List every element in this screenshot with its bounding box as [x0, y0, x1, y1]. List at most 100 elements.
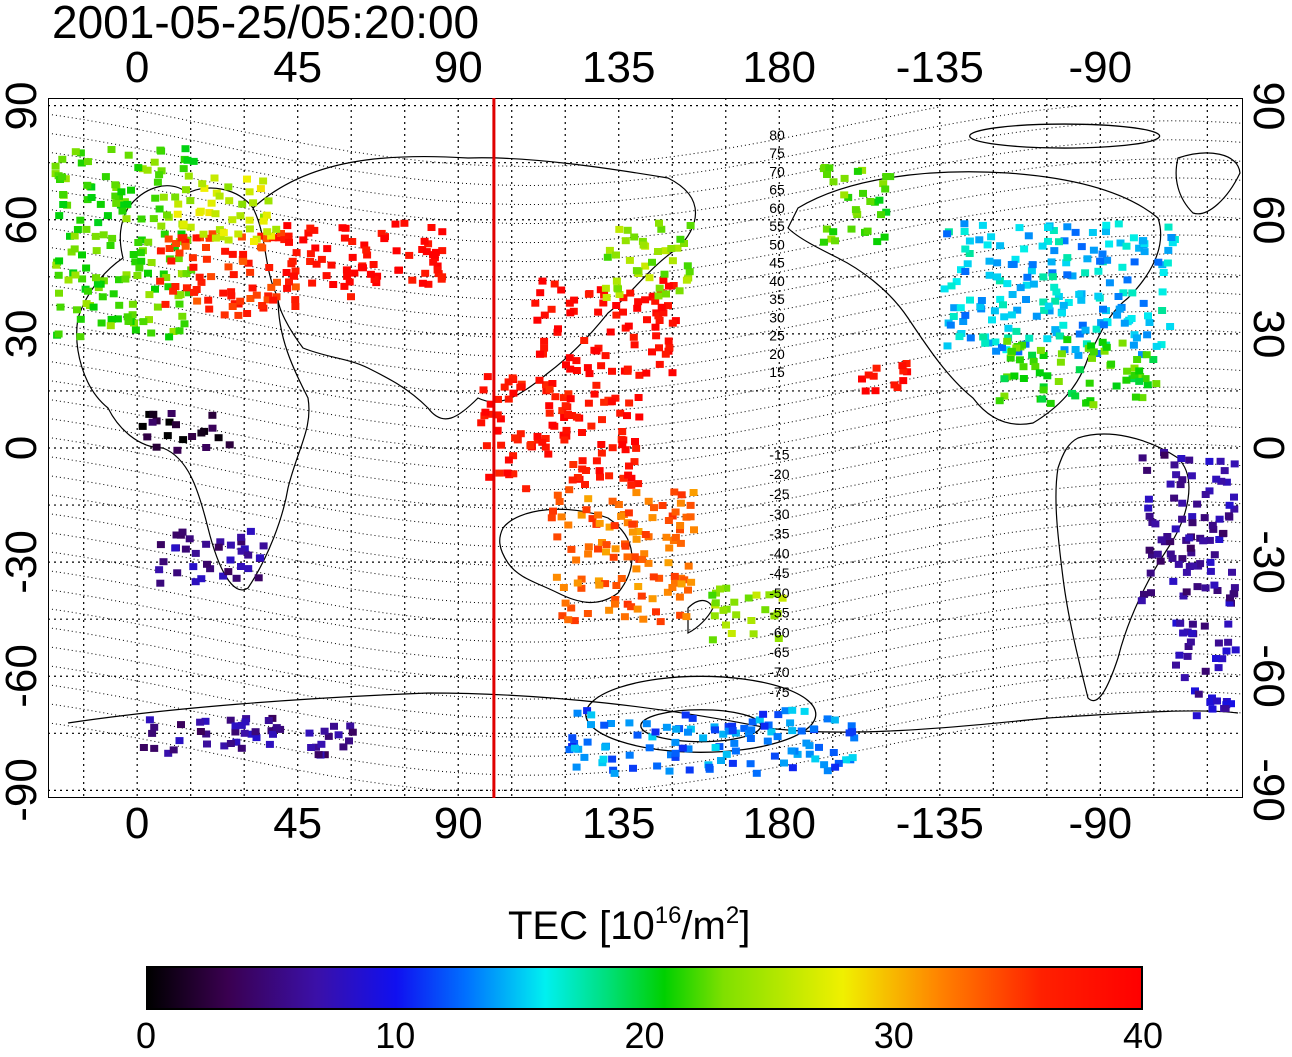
tec-cell [220, 742, 229, 750]
colorbar-title-text: TEC [10 [508, 904, 655, 948]
tec-cell [1176, 481, 1185, 489]
magnetic-contour [48, 595, 1243, 681]
tec-cell [169, 287, 178, 295]
tec-cell [144, 238, 153, 246]
tec-cell [1009, 260, 1018, 268]
tec-cell [558, 407, 567, 415]
tec-cell [533, 436, 542, 444]
tec-cell [605, 606, 614, 614]
tec-cell [570, 617, 579, 625]
tec-cell [863, 227, 872, 235]
tec-cell [226, 556, 235, 564]
tec-cell [991, 338, 1000, 346]
tec-cell [1139, 237, 1148, 245]
tec-cell [422, 248, 431, 256]
tec-cell [664, 282, 673, 290]
tec-cell [228, 216, 237, 224]
tec-cell [179, 436, 188, 444]
tec-cell [1182, 588, 1191, 596]
tec-cell [429, 258, 438, 266]
tec-cell [633, 304, 642, 312]
tec-cell [671, 579, 679, 587]
tec-cell [684, 728, 692, 736]
left-lat-tick-label: -60 [0, 644, 46, 709]
tec-cell [557, 286, 566, 294]
tec-cell [690, 526, 698, 534]
tec-cell [578, 457, 587, 465]
tec-cell [940, 285, 949, 293]
right-lat-tick-label: -60 [1244, 644, 1292, 709]
top-lon-tick-label: 0 [124, 43, 150, 92]
tec-cell [749, 630, 758, 638]
tec-cell [1043, 335, 1052, 343]
tec-cell [263, 296, 272, 304]
tec-cell [237, 563, 245, 570]
tec-cell [167, 410, 176, 417]
tec-cell [196, 207, 205, 215]
tec-cell [181, 545, 190, 553]
tec-cell [1169, 577, 1178, 585]
tec-cell [955, 333, 964, 341]
contour-label: -70 [769, 664, 789, 680]
tec-cell [623, 412, 631, 420]
tec-cell [875, 196, 884, 204]
top-lon-tick-label: -90 [1068, 43, 1133, 92]
top-lon-tick-label: 135 [582, 43, 656, 92]
tec-cell [246, 295, 255, 302]
tec-cell [70, 232, 79, 240]
tec-cell [1055, 332, 1064, 340]
tec-cell [500, 383, 509, 391]
left-lat-tick-label: -30 [0, 530, 46, 594]
tec-cell [245, 188, 254, 196]
tec-cell [648, 348, 656, 356]
tec-cell [246, 268, 255, 276]
magnetic-contour [48, 196, 1243, 282]
magnetic-contour [48, 519, 1243, 605]
tec-cell [214, 434, 223, 442]
tec-cell [322, 272, 331, 280]
tec-cell [668, 257, 677, 265]
tec-cell [572, 367, 581, 374]
tec-cell [620, 613, 629, 621]
tec-cell [225, 197, 234, 205]
tec-cell [655, 574, 664, 582]
tec-cell [106, 242, 115, 249]
tec-cell [1186, 544, 1195, 552]
contour-label: 45 [769, 255, 785, 271]
tec-cell [1172, 471, 1181, 479]
tec-cell [150, 723, 159, 731]
tec-cell [496, 415, 505, 423]
tec-cell [264, 197, 273, 205]
tec-cell [1218, 655, 1227, 663]
tec-cell [58, 173, 67, 181]
tec-cell [1133, 356, 1142, 363]
tec-cell [564, 616, 573, 624]
tec-cell [1214, 664, 1223, 672]
tec-cell [1068, 272, 1077, 280]
tec-cell [219, 229, 228, 237]
tec-cell [177, 270, 186, 278]
tec-cell [774, 635, 783, 642]
tec-cell [578, 429, 586, 436]
tec-cell [138, 422, 147, 430]
tec-cell [96, 200, 105, 208]
tec-cell [621, 446, 630, 454]
tec-cell [93, 280, 102, 288]
tec-cell [668, 369, 677, 377]
left-lat-tick-label: -90 [0, 758, 46, 823]
tec-cell [151, 285, 159, 293]
left-lat-tick-label: 90 [0, 81, 46, 131]
tec-cell [346, 722, 355, 730]
tec-cell [787, 747, 796, 755]
tec-cell [244, 551, 253, 559]
tec-cell [111, 181, 120, 189]
tec-cell [540, 344, 549, 352]
tec-cell [52, 261, 61, 269]
tec-cell [767, 728, 776, 736]
tec-cell [995, 397, 1004, 405]
tec-cell [1054, 293, 1063, 300]
tec-cell [1230, 493, 1238, 501]
tec-cell [1227, 700, 1235, 708]
tec-cell [269, 730, 277, 738]
tec-cell [661, 350, 670, 358]
